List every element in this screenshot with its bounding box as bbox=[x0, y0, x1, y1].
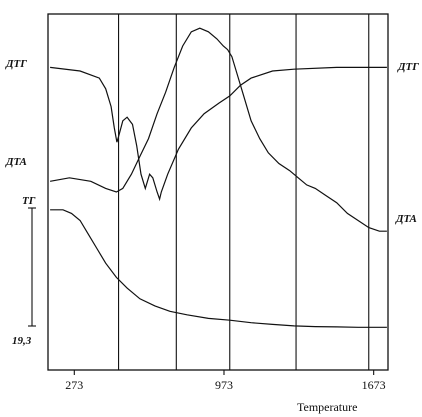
curve-tg bbox=[50, 209, 387, 328]
x-tick-label-2: 973 bbox=[215, 378, 233, 392]
curve-dtg bbox=[50, 66, 387, 202]
label-tg: ТГ bbox=[22, 195, 36, 207]
x-tick-label-3: 1673 bbox=[362, 378, 386, 392]
label-dtg-left: ДТГ bbox=[5, 58, 27, 70]
curve-dta bbox=[49, 27, 387, 232]
label-scale-value: 19,3 bbox=[12, 335, 32, 347]
curves bbox=[49, 27, 387, 328]
tg-scale-bar bbox=[28, 207, 36, 327]
x-tick-labels: 273 973 1673 bbox=[65, 370, 386, 392]
label-dtg-right: ДТГ bbox=[397, 61, 419, 73]
label-dta-right: ДТА bbox=[395, 213, 417, 225]
vertical-gridlines bbox=[118, 14, 370, 370]
label-dta-left: ДТА bbox=[5, 156, 27, 168]
x-axis-label: Temperature bbox=[297, 400, 357, 414]
x-tick-label-1: 273 bbox=[65, 378, 83, 392]
plot-frame bbox=[47, 13, 389, 371]
